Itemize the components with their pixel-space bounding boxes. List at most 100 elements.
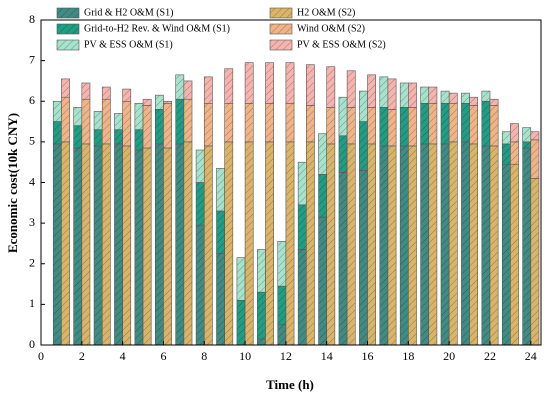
bar-segment <box>530 178 540 346</box>
bar-segment <box>440 102 450 145</box>
bar-segment <box>163 100 172 104</box>
bar-segment <box>81 143 91 346</box>
bar-segment <box>510 141 519 165</box>
bar-segment <box>142 105 152 149</box>
x-tick-label: 2 <box>79 349 85 363</box>
y-tick-label: 8 <box>29 12 35 26</box>
bar-segment <box>306 105 315 143</box>
bar-segment <box>265 102 274 143</box>
bar-segment <box>346 143 356 346</box>
bar-segment <box>501 143 511 165</box>
x-tick-label: 16 <box>362 349 374 363</box>
bar-segment <box>359 121 368 171</box>
bar-segment <box>530 131 540 141</box>
bar-segment <box>236 257 246 301</box>
bar-segment <box>154 143 164 346</box>
x-tick-label: 20 <box>443 349 455 363</box>
bar-segment <box>408 145 417 346</box>
bar-segment <box>122 88 132 102</box>
bar-segment <box>297 204 307 250</box>
bar-segment <box>306 141 315 346</box>
bar-segment <box>265 62 274 104</box>
bar-segment <box>134 129 144 151</box>
bar-segment <box>306 64 315 106</box>
bar-segment <box>52 100 62 122</box>
bar-segment <box>61 96 70 143</box>
bar-segment <box>420 143 430 346</box>
bar-segment <box>195 149 205 183</box>
bar-segment <box>163 102 172 149</box>
bar-segment <box>448 102 458 143</box>
x-tick-label: 14 <box>321 349 333 363</box>
bar-segment <box>114 113 123 130</box>
bar-segment <box>326 107 336 145</box>
bar-segment <box>481 145 491 346</box>
bar-segment <box>326 66 336 108</box>
bar-segment <box>367 74 376 108</box>
legend-swatch <box>56 23 80 35</box>
bar-segment <box>175 143 185 346</box>
bar-segment <box>285 141 295 346</box>
bar-segment <box>216 253 225 346</box>
bar-segment <box>359 90 368 122</box>
bar-segment <box>461 92 470 104</box>
y-tick-label: 7 <box>29 52 35 66</box>
x-tick-label: 0 <box>38 349 44 363</box>
bar-segment <box>93 145 103 346</box>
bar-segment <box>399 107 409 147</box>
bar-segment <box>195 182 205 226</box>
bar-segment <box>420 86 430 104</box>
bar-segment <box>101 98 111 145</box>
bar-segment <box>203 145 213 346</box>
bar-segment <box>448 92 458 104</box>
bar-segment <box>101 143 111 346</box>
legend-label: Grid & H2 O&M (S1) <box>84 7 173 18</box>
x-tick-label: 6 <box>160 349 166 363</box>
bar-segment <box>489 98 499 106</box>
bar-segment <box>114 129 123 145</box>
bar-segment <box>134 149 144 346</box>
bar-segment <box>408 107 417 147</box>
bar-segment <box>367 107 376 145</box>
legend-label: PV & ESS O&M (S2) <box>297 39 386 50</box>
bar-segment <box>428 143 438 346</box>
bar-segment <box>501 163 511 346</box>
legend-swatch <box>56 7 80 19</box>
bar-segment <box>257 291 266 340</box>
bar-segment <box>244 141 254 346</box>
bar-segment <box>52 121 62 145</box>
bar-segment <box>379 76 389 108</box>
bar-segment <box>469 143 479 346</box>
bar-segment <box>379 145 389 346</box>
bar-segment <box>195 224 205 346</box>
bar-segment <box>203 76 213 104</box>
bar-segment <box>359 170 368 346</box>
bar-segment <box>440 90 450 104</box>
bar-segment <box>163 147 172 346</box>
bar-segment <box>265 141 274 346</box>
x-tick-label: 12 <box>280 349 292 363</box>
x-tick-label: 24 <box>525 349 537 363</box>
bar-segment <box>481 90 491 102</box>
bar-segment <box>461 141 470 346</box>
bar-segment <box>122 145 132 346</box>
bar-segment <box>277 285 287 325</box>
bar-segment <box>52 143 62 346</box>
bar-segment <box>224 68 234 104</box>
bar-segment <box>175 98 185 145</box>
bar-segment <box>469 105 479 145</box>
y-tick-label: 0 <box>29 337 35 351</box>
bar-segment <box>346 107 356 145</box>
bar-segment <box>175 74 185 100</box>
bar-segment <box>428 102 438 145</box>
y-tick-label: 3 <box>29 215 35 229</box>
bar-segment <box>530 139 540 179</box>
bar-segment <box>318 174 328 218</box>
bar-segment <box>277 324 287 346</box>
bar-segment <box>61 78 70 98</box>
bar-segment <box>285 102 295 143</box>
bar-segment <box>277 241 287 287</box>
bar-segment <box>318 133 328 175</box>
bar-segment <box>257 338 266 346</box>
bar-segment <box>142 98 152 106</box>
